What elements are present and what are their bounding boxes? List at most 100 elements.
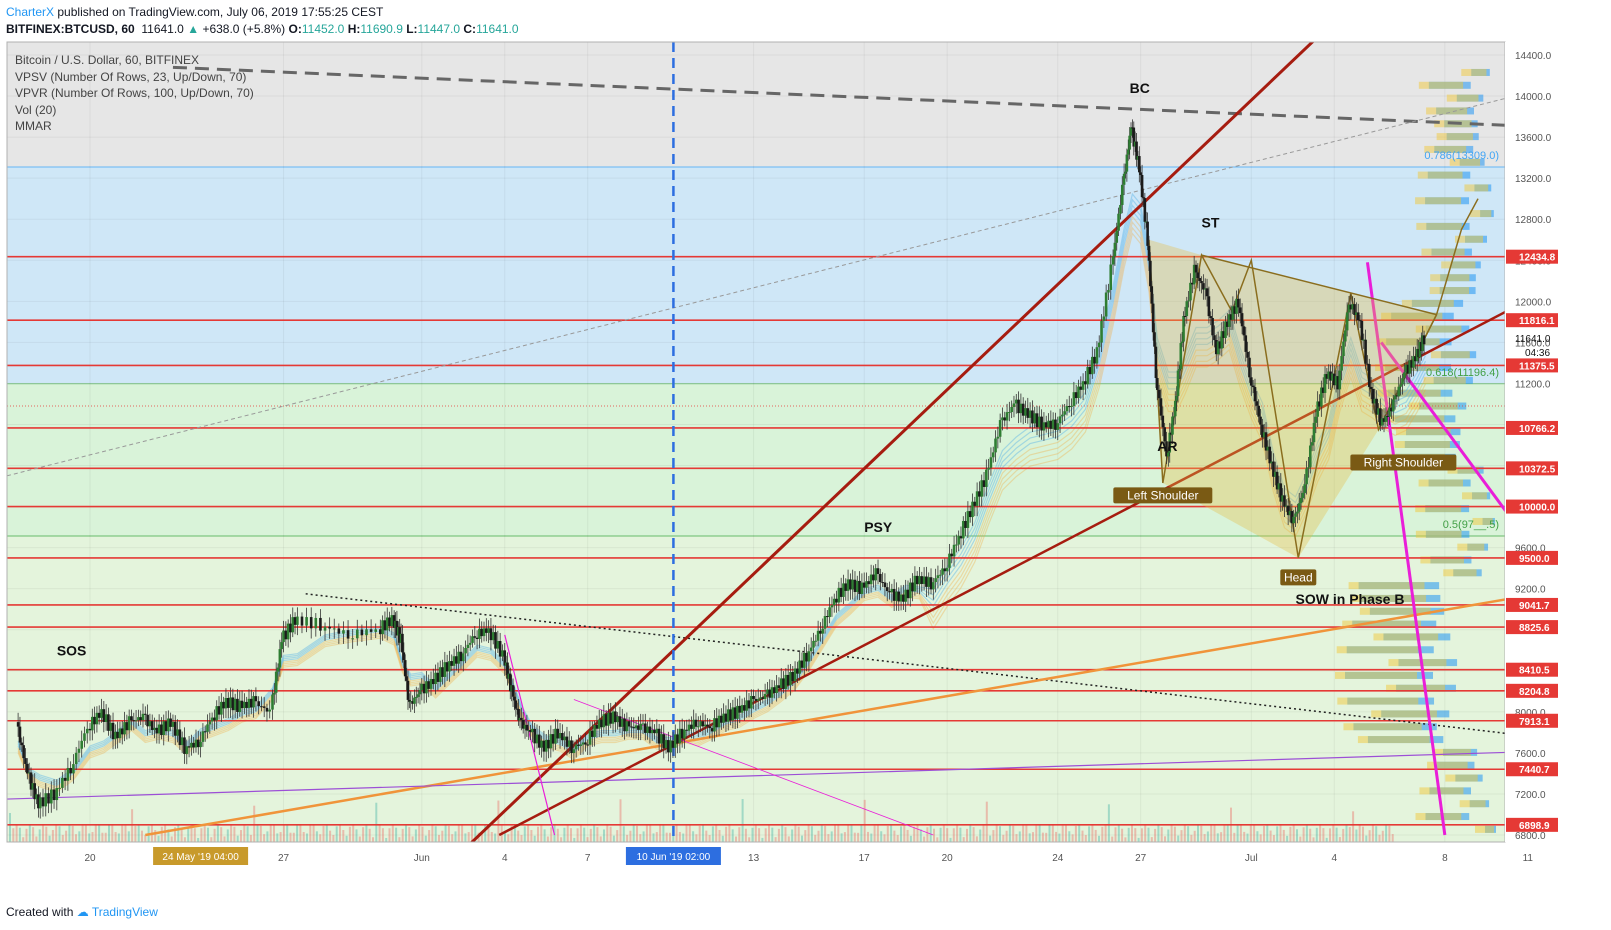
volume-bar bbox=[1200, 825, 1203, 842]
author-name[interactable]: CharterX bbox=[6, 5, 55, 19]
candle-body bbox=[549, 734, 553, 749]
candle-body bbox=[374, 629, 378, 632]
candle-body bbox=[1305, 468, 1308, 485]
volume-bar bbox=[22, 837, 25, 842]
candle-body bbox=[932, 582, 935, 590]
volume-bar bbox=[355, 829, 358, 842]
candle-body bbox=[1323, 374, 1327, 393]
candle-body bbox=[388, 617, 391, 627]
candle-body bbox=[998, 420, 1002, 437]
candle-body bbox=[1097, 342, 1101, 348]
vp-bar-down bbox=[1436, 133, 1473, 141]
candle-body bbox=[475, 637, 479, 640]
volume-bar bbox=[42, 824, 44, 842]
candle-body bbox=[402, 652, 406, 661]
volume-bar bbox=[853, 832, 856, 842]
level-price-tag: 7913.1 bbox=[1519, 717, 1550, 728]
legend-vpsv[interactable]: VPSV (Number Of Rows, 23, Up/Down, 70) bbox=[15, 69, 247, 84]
thin-dashed-trendline bbox=[7, 97, 1505, 477]
candle-body bbox=[588, 730, 592, 745]
volume-bar bbox=[494, 833, 497, 842]
candle-body bbox=[929, 577, 933, 590]
legend-vol[interactable]: Vol (20) bbox=[15, 102, 57, 117]
volume-bar bbox=[834, 824, 836, 842]
volume-bar bbox=[88, 833, 91, 842]
candle-body bbox=[738, 705, 742, 713]
vp-bar-down bbox=[1337, 697, 1419, 705]
candle-body bbox=[1290, 511, 1294, 524]
candle-body bbox=[966, 511, 970, 528]
y-tick-label: 14400.0 bbox=[1515, 51, 1552, 62]
candle-body bbox=[1005, 412, 1009, 421]
candle-body bbox=[766, 689, 769, 694]
candle-body bbox=[858, 580, 861, 594]
candle-body bbox=[720, 715, 723, 723]
volume-bar bbox=[312, 824, 315, 842]
volume-bar bbox=[1032, 832, 1034, 842]
volume-bar bbox=[949, 837, 952, 842]
candle-body bbox=[91, 716, 94, 731]
candle-body bbox=[167, 718, 170, 732]
purple-trendline bbox=[7, 751, 1505, 800]
candle-body bbox=[980, 480, 984, 497]
footer-brand[interactable]: TradingView bbox=[91, 905, 158, 919]
level-price-tag-bg bbox=[1506, 620, 1558, 635]
candle-body bbox=[830, 605, 834, 608]
volume-bar bbox=[51, 830, 54, 842]
pattern-label: SOW in Phase B bbox=[1296, 591, 1405, 607]
vp-bar-down bbox=[1351, 594, 1426, 602]
candle-body bbox=[399, 633, 403, 643]
volume-bar bbox=[801, 835, 803, 842]
candle-body bbox=[1179, 343, 1183, 370]
vp-bar-down bbox=[1378, 389, 1441, 397]
volume-bar bbox=[104, 832, 107, 842]
legend-vpvr[interactable]: VPVR (Number Of Rows, 100, Up/Down, 70) bbox=[15, 86, 254, 100]
volume-bar bbox=[843, 832, 846, 842]
candle-body bbox=[1356, 312, 1360, 321]
volume-bar bbox=[1131, 824, 1133, 842]
volume-bar bbox=[226, 829, 229, 842]
candle-body bbox=[508, 673, 512, 692]
candle-body bbox=[1176, 370, 1180, 396]
volume-bar bbox=[391, 824, 394, 842]
volume-bar bbox=[1319, 824, 1322, 842]
legend-title[interactable]: Bitcoin / U.S. Dollar, 60, BITFINEX bbox=[15, 53, 200, 67]
candle-body bbox=[1347, 304, 1351, 313]
volume-bar bbox=[378, 824, 381, 842]
volume-bar bbox=[372, 837, 374, 842]
volume-bar bbox=[504, 831, 506, 842]
candle-body bbox=[1021, 403, 1025, 416]
volume-bar bbox=[632, 824, 635, 842]
legend-mmar[interactable]: MMAR bbox=[15, 119, 52, 133]
candle-body bbox=[425, 681, 428, 694]
volume-bar bbox=[210, 837, 213, 842]
vp-bar-down bbox=[1461, 68, 1487, 76]
candle-body bbox=[1047, 420, 1050, 428]
candle-body bbox=[1209, 316, 1213, 318]
volume-bar bbox=[408, 827, 411, 842]
candle-body bbox=[1175, 395, 1178, 401]
volume-bar bbox=[599, 836, 602, 842]
candle-body bbox=[936, 575, 940, 579]
candle-body bbox=[1109, 264, 1113, 290]
volume-bar bbox=[929, 824, 932, 842]
candle-body bbox=[1126, 149, 1130, 155]
y-tick-label: 6800.0 bbox=[1515, 831, 1546, 842]
candle-body bbox=[789, 671, 792, 686]
candle-body bbox=[906, 589, 910, 599]
candle-body bbox=[192, 742, 195, 748]
candle-body bbox=[436, 672, 440, 682]
vp-bar-down bbox=[1418, 81, 1464, 89]
candle-body bbox=[504, 662, 508, 666]
y-tick-label: 14000.0 bbox=[1515, 92, 1552, 103]
volume-bar bbox=[1197, 824, 1199, 842]
candle-body bbox=[77, 748, 81, 753]
volume-bar bbox=[127, 831, 130, 842]
candle-body bbox=[1218, 341, 1222, 349]
candle-body bbox=[1140, 175, 1144, 198]
candle-body bbox=[274, 671, 278, 693]
candle-body bbox=[1310, 442, 1314, 446]
tradingview-logo-icon: ☁ bbox=[76, 905, 89, 919]
candle-body bbox=[641, 723, 645, 725]
